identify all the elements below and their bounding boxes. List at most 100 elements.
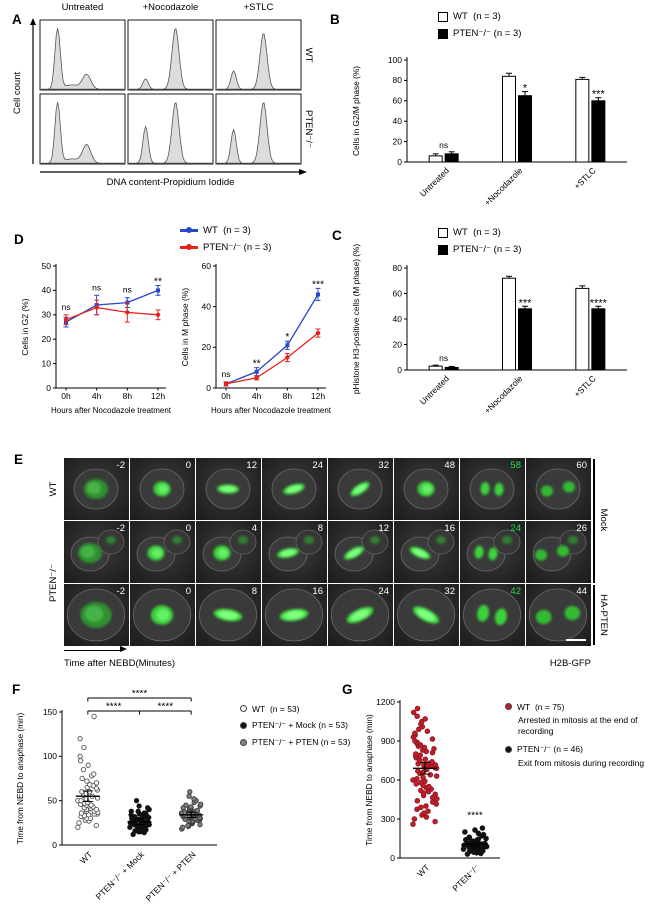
svg-text:ns: ns: [439, 353, 448, 363]
svg-text:30: 30: [42, 310, 52, 320]
svg-text:PTEN⁻/⁻ + PTEN: PTEN⁻/⁻ + PTEN: [144, 849, 198, 903]
legend-label: WT: [252, 703, 266, 714]
scale-bar: [566, 638, 586, 641]
svg-text:****: ****: [590, 297, 608, 309]
svg-text:4h: 4h: [92, 391, 102, 401]
legend-item: WT (n = 53): [240, 700, 350, 717]
panel-e-label: E: [14, 452, 24, 467]
svg-text:****: ****: [467, 810, 483, 821]
svg-text:Untreated: Untreated: [418, 373, 452, 407]
svg-text:12h: 12h: [311, 391, 325, 401]
frame-time: 16: [312, 586, 323, 597]
pten-line-swatch: [180, 244, 198, 250]
legend-f: WT (n = 53) PTEN⁻/⁻ + Mock (n = 53) PTEN…: [240, 700, 350, 751]
frame-time: 32: [444, 586, 455, 597]
svg-text:20: 20: [393, 136, 403, 146]
cell-count-axis-label: Cell count: [12, 71, 23, 115]
legend-n: (n = 75): [534, 701, 565, 712]
svg-text:100: 100: [388, 55, 402, 65]
frame-time: 8: [317, 523, 323, 534]
svg-text:ns: ns: [92, 282, 101, 292]
wt-swatch: [438, 227, 448, 238]
legend-item: PTEN⁻/⁻ (n = 3): [438, 241, 521, 258]
svg-text:**: **: [253, 358, 261, 370]
micro-frame: 16: [262, 584, 327, 646]
svg-text:ns: ns: [439, 140, 448, 150]
svg-text:80: 80: [393, 263, 403, 273]
frame-time: -2: [116, 460, 125, 471]
micro-frame: 0: [130, 584, 195, 646]
micro-frame: 26: [526, 521, 591, 583]
svg-text:0: 0: [390, 853, 395, 863]
micro-frame: 44: [526, 584, 591, 646]
legend-n: (n = 3): [473, 11, 501, 22]
legend-n: (n = 53): [320, 737, 351, 747]
micro-frame: 8: [196, 584, 261, 646]
frame-time: 12: [378, 523, 389, 534]
svg-text:40: 40: [393, 116, 403, 126]
frame-time: 0: [185, 523, 191, 534]
mock-bracket-line: [593, 459, 595, 583]
svg-text:20: 20: [42, 334, 52, 344]
legend-label: PTEN⁻/⁻: [453, 28, 492, 39]
svg-text:****: ****: [132, 690, 148, 700]
svg-text:8h: 8h: [283, 391, 293, 401]
micro-frame: -2: [64, 521, 129, 583]
svg-text:50: 50: [48, 795, 58, 805]
micro-frame: -2: [64, 458, 129, 520]
svg-text:***: ***: [312, 278, 324, 290]
micro-frame: 24: [328, 584, 393, 646]
svg-text:*: *: [285, 331, 289, 343]
micro-frame: 24: [460, 521, 525, 583]
svg-text:150: 150: [43, 707, 57, 717]
svg-text:20: 20: [393, 339, 403, 349]
legend-c: WT (n = 3) PTEN⁻/⁻ (n = 3): [438, 224, 521, 258]
frame-time: 24: [510, 523, 521, 534]
timelapse-grid: -2 0 12 24 32 48 58 60 -2 0 4 8 12 16 24 26 -2 0 8 16 24 32 42…: [64, 458, 591, 646]
panel-g-label: G: [342, 682, 353, 697]
legend-d: WT (n = 3) PTEN⁻/⁻ (n = 3): [180, 222, 271, 256]
frame-time: 42: [510, 586, 521, 597]
black-dot-marker: [505, 746, 512, 754]
svg-text:0h: 0h: [61, 391, 71, 401]
legend-n: (n = 46): [553, 744, 583, 755]
micro-frame: 48: [394, 458, 459, 520]
frame-time: 8: [251, 586, 257, 597]
micro-frame: 60: [526, 458, 591, 520]
svg-text:ns: ns: [62, 302, 71, 312]
col-header-stlc: +STLC: [243, 2, 274, 13]
svg-text:WT: WT: [415, 862, 431, 878]
legend-label: PTEN⁻/⁻: [453, 244, 492, 255]
frame-time: 0: [185, 586, 191, 597]
svg-text:***: ***: [592, 89, 606, 101]
frame-time: 60: [576, 460, 587, 471]
e-row-label-pten: PTEN⁻/⁻: [48, 564, 59, 603]
svg-text:Hours after Nocodazole treatme: Hours after Nocodazole treatment: [51, 406, 172, 415]
legend-item: WT (n = 3): [438, 224, 521, 241]
svg-text:*: *: [523, 83, 528, 95]
legend-n: (n = 3): [493, 28, 522, 39]
svg-text:Untreated: Untreated: [418, 165, 452, 199]
legend-item: PTEN⁻/⁻ (n = 46): [505, 741, 645, 758]
svg-text:Cells in G2/M phase (%): Cells in G2/M phase (%): [351, 66, 361, 156]
g2m-bar-chart: 0 20 40 60 80 100 Cells in G2/M phase (%) Untre…: [351, 55, 627, 208]
micro-frame: 12: [196, 458, 261, 520]
frame-time: 0: [185, 460, 191, 471]
open-circle-marker: [240, 705, 247, 712]
svg-text:40: 40: [202, 301, 212, 311]
svg-text:****: ****: [158, 702, 174, 713]
e-row-label-wt: WT: [48, 481, 59, 497]
legend-n: (n = 3): [243, 242, 272, 253]
svg-text:0: 0: [52, 840, 57, 850]
legend-g: WT (n = 75) Arrested in mitosis at the e…: [505, 698, 645, 774]
svg-text:12h: 12h: [151, 391, 165, 401]
legend-n: (n = 3): [493, 244, 522, 255]
micro-frame: 4: [196, 521, 261, 583]
micro-frame: -2: [64, 584, 129, 646]
svg-text:300: 300: [381, 814, 395, 824]
mphase-line-chart: 0 20 40 60 Cells in M phase (%) 0h 4h 8h 12h Hour…: [180, 261, 332, 415]
time-direction-arrow: [64, 646, 127, 653]
svg-text:40: 40: [393, 314, 403, 324]
